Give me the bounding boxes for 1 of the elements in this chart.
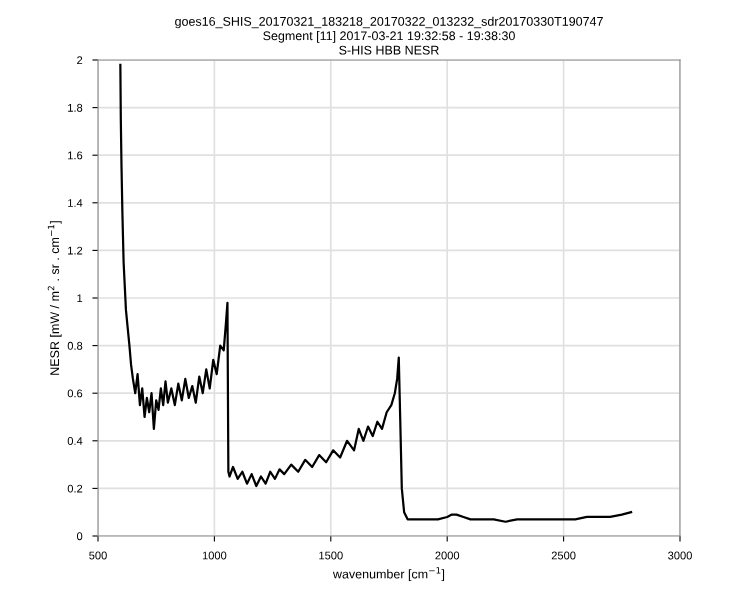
line-series (119, 63, 633, 523)
